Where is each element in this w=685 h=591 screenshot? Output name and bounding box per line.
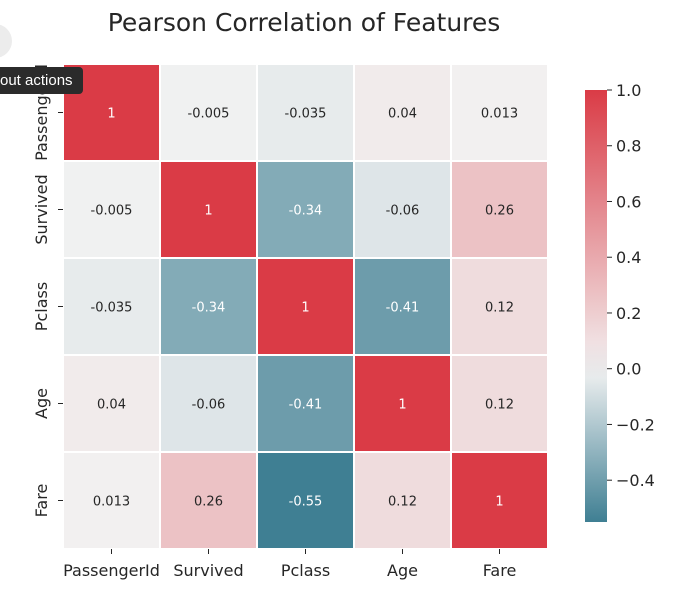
cell-value-label: 1 bbox=[398, 398, 406, 413]
cell-value-label: 1 bbox=[204, 204, 212, 219]
x-axis: PassengerId Survived Pclass Age Fare bbox=[63, 549, 516, 580]
cell-value-label: 0.12 bbox=[388, 495, 417, 510]
cell-value-label: 1 bbox=[107, 107, 115, 122]
cell-value-label: 0.013 bbox=[481, 107, 518, 122]
cell-value-label: 0.04 bbox=[97, 398, 126, 413]
tooltip: out actions bbox=[0, 67, 83, 94]
heatmap-cell-4-0 bbox=[62, 451, 161, 550]
heatmap-cell-4-1 bbox=[159, 451, 258, 550]
cell-value-label: 0.12 bbox=[485, 301, 514, 316]
cell-value-label: -0.55 bbox=[289, 495, 323, 510]
colorbar-tick-label: 0.0 bbox=[616, 360, 641, 379]
cell-value-label: -0.005 bbox=[91, 204, 133, 219]
cell-value-label: -0.035 bbox=[91, 301, 133, 316]
heatmap-cell-1-4 bbox=[450, 160, 549, 259]
cell-value-label: 0.013 bbox=[93, 495, 130, 510]
heatmap-cell-2-3 bbox=[353, 257, 452, 356]
colorbar-tick-label: −0.4 bbox=[616, 471, 655, 490]
y-tick-label: Survived bbox=[32, 174, 51, 244]
y-tick-label: Fare bbox=[32, 484, 51, 518]
colorbar-tick-label: 0.2 bbox=[616, 304, 641, 323]
heatmap-cell-1-2 bbox=[256, 160, 355, 259]
heatmap-cell-2-1 bbox=[159, 257, 258, 356]
cell-value-label: -0.06 bbox=[192, 398, 226, 413]
heatmap-cell-0-1 bbox=[159, 63, 258, 162]
y-tick-label: Pclass bbox=[32, 282, 51, 331]
cell-value-label: -0.06 bbox=[386, 204, 420, 219]
heatmap-cell-labels: 1 -0.005 -0.035 0.04 0.013 -0.005 1 -0.34 -0.06 0… bbox=[91, 107, 519, 510]
x-tick-label: Survived bbox=[173, 561, 243, 580]
cell-value-label: 0.26 bbox=[485, 204, 514, 219]
cell-value-label: 0.12 bbox=[485, 398, 514, 413]
cell-value-label: 1 bbox=[301, 301, 309, 316]
heatmap-cell-3-1 bbox=[159, 354, 258, 453]
x-tick-label: Pclass bbox=[281, 561, 330, 580]
colorbar-tick-label: 0.4 bbox=[616, 248, 641, 267]
colorbar-tick-label: 0.6 bbox=[616, 192, 641, 211]
heatmap-cell-4-2 bbox=[256, 451, 355, 550]
chart-title: Pearson Correlation of Features bbox=[108, 8, 501, 37]
heatmap-cell-0-2 bbox=[256, 63, 355, 162]
colorbar-tick-label: −0.2 bbox=[616, 415, 655, 434]
cell-value-label: 0.04 bbox=[388, 107, 417, 122]
x-tick-label: Fare bbox=[483, 561, 517, 580]
cell-value-label: -0.34 bbox=[289, 204, 323, 219]
cell-value-label: -0.41 bbox=[289, 398, 323, 413]
colorbar-ticks: 1.0 0.8 0.6 0.4 0.2 0.0 −0.2 −0.4 bbox=[607, 81, 655, 490]
avatar[interactable] bbox=[0, 24, 12, 58]
x-tick-label: Age bbox=[387, 561, 418, 580]
colorbar-tick-label: 0.8 bbox=[616, 137, 641, 156]
cell-value-label: -0.005 bbox=[188, 107, 230, 122]
cell-value-label: -0.035 bbox=[285, 107, 327, 122]
colorbar: 1.0 0.8 0.6 0.4 0.2 0.0 −0.2 −0.4 bbox=[585, 81, 655, 522]
heatmap-cell-3-4 bbox=[450, 354, 549, 453]
y-tick-label: Age bbox=[32, 388, 51, 419]
cell-value-label: 1 bbox=[495, 495, 503, 510]
colorbar-tick-label: 1.0 bbox=[616, 81, 641, 100]
heatmap-cell-3-2 bbox=[256, 354, 355, 453]
heatmap-cell-3-3 bbox=[353, 354, 452, 453]
cell-value-label: -0.41 bbox=[386, 301, 420, 316]
colorbar-gradient bbox=[585, 90, 607, 522]
cell-value-label: -0.34 bbox=[192, 301, 226, 316]
cell-value-label: 0.26 bbox=[194, 495, 223, 510]
heatmap-cells bbox=[62, 63, 549, 550]
x-tick-label: PassengerId bbox=[63, 561, 160, 580]
